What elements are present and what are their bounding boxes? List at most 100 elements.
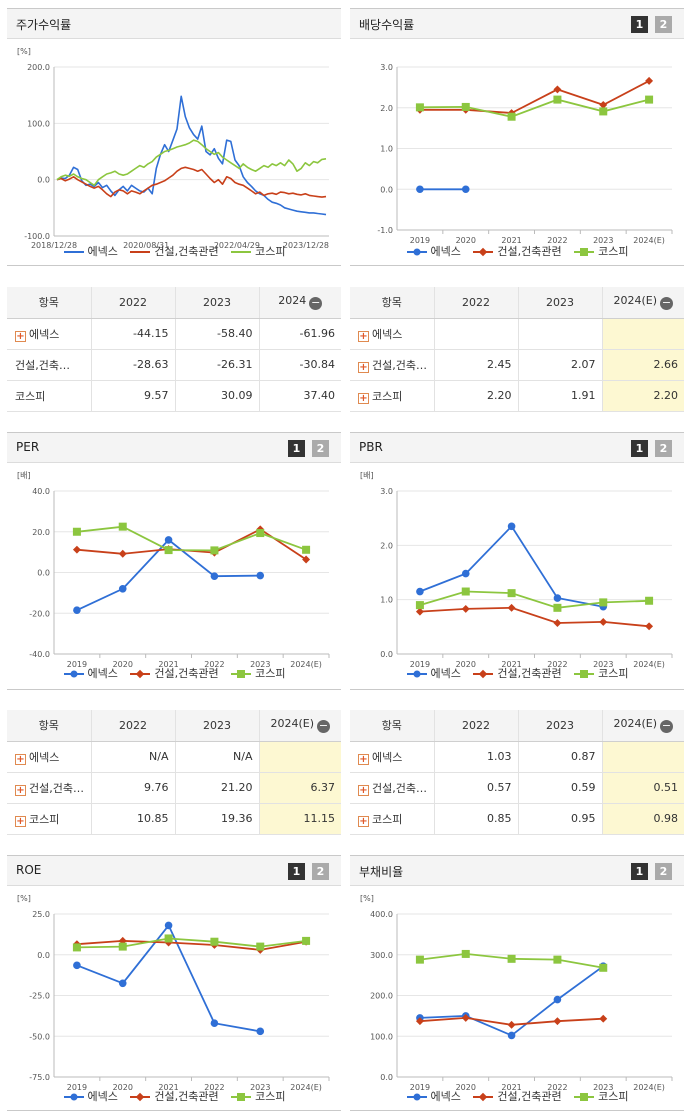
data-point-company[interactable] (416, 587, 424, 596)
data-point-kospi[interactable] (72, 527, 81, 536)
legend-item-kospi[interactable]: 코스피 (573, 665, 628, 681)
legend-item-company[interactable]: 에넥스 (63, 243, 118, 259)
expand-icon[interactable]: + (358, 330, 369, 342)
expand-icon[interactable]: + (15, 330, 26, 342)
data-point-kospi[interactable] (599, 107, 608, 116)
data-point-kospi[interactable] (507, 589, 516, 598)
legend-item-industry[interactable]: 건설,건축관련 (129, 243, 219, 259)
row-label[interactable]: + 건설,건축… (350, 772, 434, 804)
data-point-kospi[interactable] (164, 546, 173, 555)
data-point-industry[interactable] (553, 85, 562, 94)
data-point-kospi[interactable] (72, 943, 81, 952)
data-point-company[interactable] (73, 961, 81, 970)
data-point-company[interactable] (416, 185, 424, 194)
expand-icon[interactable]: + (358, 753, 369, 765)
legend-item-company[interactable]: 에넥스 (63, 1088, 118, 1104)
data-point-industry[interactable] (507, 603, 516, 612)
legend-item-company[interactable]: 에넥스 (406, 665, 461, 681)
data-point-industry[interactable] (507, 1020, 516, 1029)
data-point-kospi[interactable] (553, 955, 562, 964)
data-point-kospi[interactable] (553, 95, 562, 104)
data-point-company[interactable] (164, 921, 173, 930)
data-point-company[interactable] (507, 522, 516, 531)
chart-toggle-2-button[interactable]: 2 (655, 863, 672, 880)
legend-item-industry[interactable]: 건설,건축관련 (472, 665, 562, 681)
data-point-kospi[interactable] (210, 937, 219, 946)
data-point-kospi[interactable] (461, 949, 470, 958)
data-point-company[interactable] (164, 536, 173, 544)
data-point-kospi[interactable] (256, 529, 265, 538)
data-point-industry[interactable] (553, 1017, 562, 1026)
collapse-icon[interactable]: − (660, 719, 674, 734)
chart-toggle-1-button[interactable]: 1 (631, 16, 648, 33)
chart-toggle-1-button[interactable]: 1 (631, 863, 648, 880)
data-point-kospi[interactable] (118, 522, 127, 531)
data-point-kospi[interactable] (118, 942, 127, 951)
data-point-kospi[interactable] (415, 103, 424, 112)
data-point-kospi[interactable] (256, 942, 265, 951)
chart-toggle-2-button[interactable]: 2 (655, 440, 672, 457)
data-point-kospi[interactable] (415, 601, 424, 610)
data-point-kospi[interactable] (461, 587, 470, 596)
row-label[interactable]: + 건설,건축… (350, 349, 434, 381)
data-point-company[interactable] (461, 185, 470, 194)
data-point-kospi[interactable] (164, 934, 173, 943)
data-point-industry[interactable] (415, 607, 424, 616)
row-label[interactable]: + 코스피 (350, 803, 434, 835)
data-point-company[interactable] (553, 594, 562, 602)
chart-toggle-2-button[interactable]: 2 (312, 863, 329, 880)
chart-toggle-1-button[interactable]: 1 (288, 863, 305, 880)
expand-icon[interactable]: + (15, 784, 26, 796)
data-point-company[interactable] (210, 572, 219, 580)
chart-toggle-2-button[interactable]: 2 (312, 440, 329, 457)
collapse-icon[interactable]: − (309, 296, 323, 311)
data-point-industry[interactable] (645, 622, 654, 631)
data-point-kospi[interactable] (507, 112, 516, 121)
legend-item-company[interactable]: 에넥스 (406, 1088, 461, 1104)
data-point-kospi[interactable] (645, 95, 654, 104)
expand-icon[interactable]: + (358, 784, 369, 796)
data-point-kospi[interactable] (507, 954, 516, 963)
chart-toggle-2-button[interactable]: 2 (655, 16, 672, 33)
data-point-kospi[interactable] (302, 936, 311, 945)
data-point-industry[interactable] (72, 545, 81, 554)
data-point-industry[interactable] (645, 76, 654, 85)
legend-item-kospi[interactable]: 코스피 (573, 1088, 628, 1104)
chart-toggle-1-button[interactable]: 1 (288, 440, 305, 457)
data-point-industry[interactable] (461, 1013, 470, 1022)
legend-item-company[interactable]: 에넥스 (406, 243, 461, 259)
data-point-company[interactable] (553, 995, 562, 1004)
data-point-company[interactable] (507, 1031, 516, 1040)
row-label[interactable]: + 에넥스 (350, 741, 434, 773)
row-label[interactable]: + 에넥스 (350, 318, 434, 350)
expand-icon[interactable]: + (358, 815, 369, 827)
data-point-industry[interactable] (599, 617, 608, 626)
data-point-company[interactable] (118, 585, 127, 593)
legend-item-kospi[interactable]: 코스피 (230, 243, 285, 259)
expand-icon[interactable]: + (15, 753, 26, 765)
row-label[interactable]: + 에넥스 (7, 741, 91, 773)
expand-icon[interactable]: + (15, 815, 26, 827)
data-point-industry[interactable] (599, 1014, 608, 1023)
data-point-company[interactable] (118, 979, 127, 988)
data-point-kospi[interactable] (415, 955, 424, 964)
legend-item-industry[interactable]: 건설,건축관련 (129, 665, 219, 681)
data-point-kospi[interactable] (210, 546, 219, 555)
expand-icon[interactable]: + (358, 361, 369, 373)
chart-toggle-1-button[interactable]: 1 (631, 440, 648, 457)
data-point-company[interactable] (210, 1019, 219, 1028)
row-label[interactable]: + 에넥스 (7, 318, 91, 350)
data-point-kospi[interactable] (599, 598, 608, 607)
data-point-kospi[interactable] (302, 545, 311, 554)
data-point-industry[interactable] (461, 604, 470, 613)
expand-icon[interactable]: + (358, 392, 369, 404)
data-point-kospi[interactable] (645, 596, 654, 605)
data-point-kospi[interactable] (553, 603, 562, 612)
collapse-icon[interactable]: − (660, 296, 674, 311)
data-point-company[interactable] (256, 571, 265, 580)
legend-item-company[interactable]: 에넥스 (63, 665, 118, 681)
legend-item-kospi[interactable]: 코스피 (230, 1088, 285, 1104)
legend-item-industry[interactable]: 건설,건축관련 (472, 1088, 562, 1104)
row-label[interactable]: + 코스피 (350, 380, 434, 412)
legend-item-industry[interactable]: 건설,건축관련 (472, 243, 562, 259)
